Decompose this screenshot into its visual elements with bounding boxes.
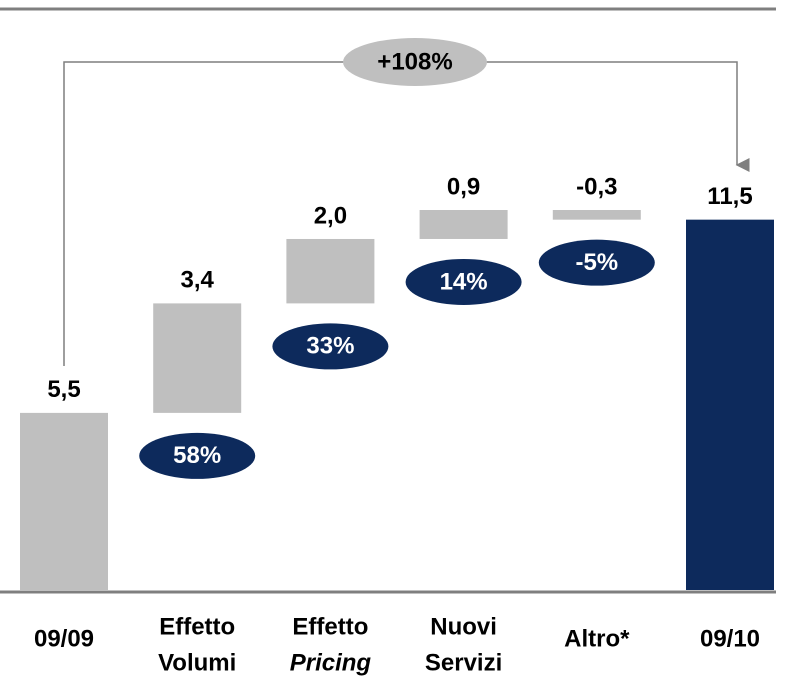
x-tick-label: Volumi: [158, 649, 236, 676]
x-tick-label: Effetto: [159, 613, 235, 640]
bar: [552, 210, 641, 220]
bar: [686, 219, 774, 590]
x-tick-label: Servizi: [425, 649, 502, 676]
share-bubble: [272, 323, 389, 370]
annotation-bubble: [343, 38, 487, 86]
share-label: 58%: [173, 442, 221, 469]
value-label: 2,0: [314, 202, 347, 229]
bar: [153, 303, 242, 413]
share-bubble: [405, 258, 522, 305]
share-label: 14%: [440, 268, 488, 295]
value-label: -0,3: [576, 173, 617, 200]
share-bubble: [538, 239, 655, 286]
bar: [419, 210, 508, 239]
x-tick-label: Altro*: [564, 625, 630, 652]
value-label: 11,5: [707, 183, 752, 210]
value-label: 3,4: [181, 267, 215, 294]
x-tick-label: 09/09: [34, 625, 94, 652]
share-label: -5%: [575, 249, 618, 276]
value-label: 0,9: [447, 173, 480, 200]
share-bubble: [139, 432, 256, 479]
x-tick-label: Effetto: [292, 613, 368, 640]
x-tick-label: Nuovi: [430, 613, 497, 640]
share-label: 33%: [306, 333, 354, 360]
bar: [20, 412, 108, 590]
value-label: 5,5: [47, 376, 80, 403]
x-tick-label: 09/10: [700, 625, 760, 652]
x-tick-label: Pricing: [290, 649, 372, 676]
bar: [286, 238, 375, 304]
annotation: +108%: [377, 48, 452, 75]
